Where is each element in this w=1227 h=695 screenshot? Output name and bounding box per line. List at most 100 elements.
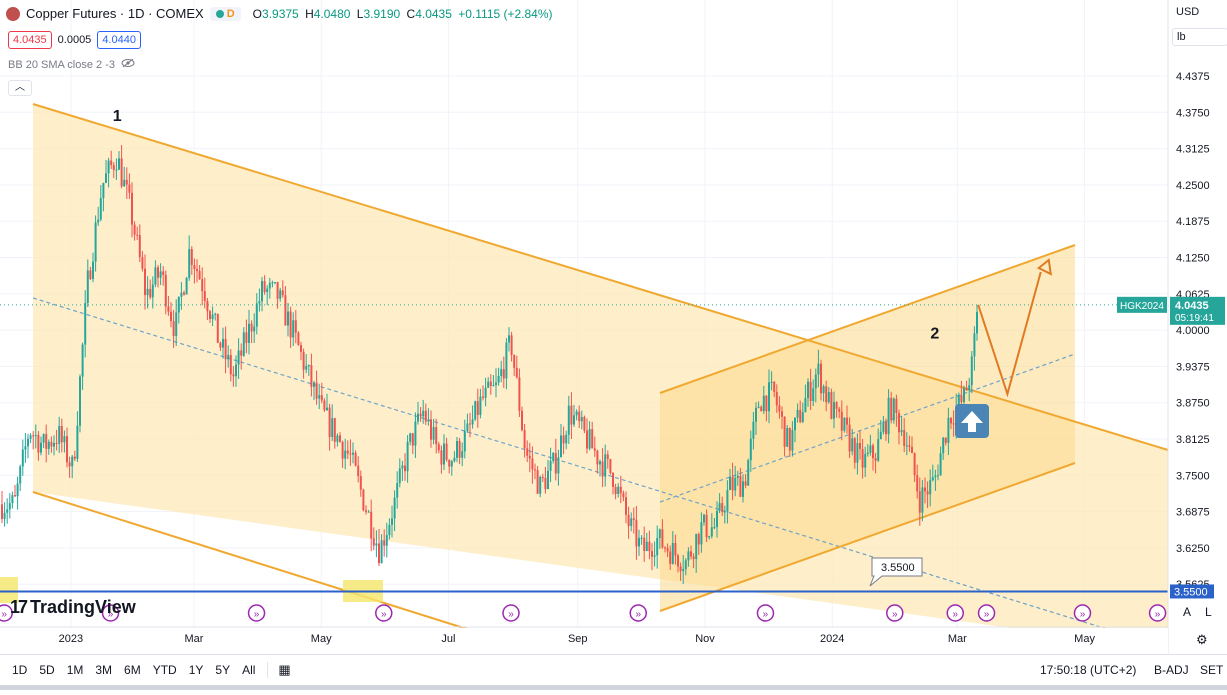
calendar-icon[interactable]: ▦	[278, 662, 291, 677]
range-5y[interactable]: 5Y	[215, 663, 231, 677]
x-tick-label: Jul	[441, 633, 455, 645]
event-marker-icon[interactable]	[629, 604, 647, 622]
candle-body	[526, 448, 529, 456]
event-marker-glyph: »	[984, 609, 990, 620]
chevron-up-icon[interactable]: ︿	[8, 80, 32, 96]
candle-body	[671, 543, 674, 564]
indicator-legend[interactable]: BB 20 SMA close 2 -3	[8, 58, 135, 71]
candle-body	[55, 443, 58, 445]
candle-body	[752, 421, 755, 439]
candle-body	[21, 449, 24, 467]
log-scale-button[interactable]: L	[1205, 605, 1212, 619]
candle-body	[770, 381, 773, 383]
candle-body	[866, 452, 869, 455]
candle-body	[450, 461, 453, 467]
session-toggle[interactable]: SET	[1200, 663, 1224, 677]
candle-body	[125, 179, 128, 185]
sell-button[interactable]: 4.0435	[8, 31, 52, 49]
candle-body	[375, 543, 378, 546]
eye-hidden-icon[interactable]	[121, 58, 135, 71]
candle-body	[112, 165, 115, 170]
candle-body	[721, 503, 724, 512]
candle-body	[424, 410, 427, 422]
candle-body	[68, 462, 71, 467]
range-ytd[interactable]: YTD	[152, 663, 177, 677]
range-1y[interactable]: 1Y	[188, 663, 204, 677]
currency-select[interactable]: USD	[1176, 6, 1200, 18]
gear-icon[interactable]: ⚙	[1196, 632, 1208, 647]
candle-body	[453, 457, 456, 462]
candle-body	[229, 354, 232, 375]
candle-body	[242, 332, 245, 356]
candle-body	[47, 441, 50, 449]
candle-body	[190, 249, 193, 265]
candle-body	[929, 480, 932, 495]
candle-body	[320, 395, 323, 401]
candle-body	[27, 438, 29, 447]
candle-body	[45, 434, 48, 449]
time-axis[interactable]: 2023 Mar May Jul Sep Nov 2024 Mar May » » » » » » » » » » »…	[0, 604, 1168, 654]
event-marker-icon[interactable]	[0, 604, 13, 622]
candle-body	[817, 363, 820, 375]
candle-body	[690, 551, 692, 557]
price-tag	[1170, 296, 1225, 325]
candle-body	[931, 477, 934, 481]
price-tag-countdown: 05:19:41	[1175, 313, 1214, 324]
price-axis[interactable]: 4.43754.37504.31254.25004.18754.12504.06…	[1117, 0, 1227, 654]
market-status[interactable]: D	[209, 6, 241, 21]
candle-body	[596, 450, 599, 465]
indicator-label[interactable]: BB 20 SMA close 2 -3	[8, 58, 115, 71]
range-1m[interactable]: 1M	[66, 663, 84, 677]
support-price-label: 3.5500	[1174, 586, 1208, 598]
event-marker-icon[interactable]	[1148, 604, 1167, 622]
symbol-title[interactable]: Copper Futures · 1D · COMEX	[26, 6, 204, 21]
buy-button[interactable]: 4.0440	[97, 31, 141, 49]
unit-select[interactable]: lb	[1172, 28, 1227, 46]
range-1d[interactable]: 1D	[12, 663, 28, 677]
event-marker-icon[interactable]	[1073, 604, 1092, 622]
event-marker-glyph: »	[892, 609, 898, 620]
candle-body	[279, 290, 282, 299]
candle-body	[37, 435, 40, 453]
candle-body	[918, 491, 921, 513]
candle-body	[349, 453, 352, 455]
range-all[interactable]: All	[242, 663, 256, 677]
candle-body	[664, 547, 666, 549]
candle-body	[692, 556, 695, 560]
event-marker-icon[interactable]	[886, 604, 904, 622]
event-marker-icon[interactable]	[375, 604, 393, 622]
auto-scale-button[interactable]: A	[1183, 605, 1192, 619]
candle-body	[97, 219, 100, 223]
candle-body	[601, 461, 604, 477]
event-marker-glyph: »	[1, 609, 7, 620]
candle-body	[118, 158, 120, 170]
event-marker-icon[interactable]	[756, 604, 775, 622]
x-tick-label: Mar	[948, 633, 967, 645]
candle-body	[775, 391, 778, 406]
range-3m[interactable]: 3M	[95, 663, 113, 677]
event-marker-icon[interactable]	[977, 604, 996, 622]
candle-body	[289, 311, 292, 338]
clock-time[interactable]: 17:50:18 (UTC+2)	[1040, 663, 1137, 677]
candle-body	[856, 443, 859, 463]
candle-body	[201, 279, 204, 292]
candle-body	[383, 540, 386, 546]
candle-body	[744, 481, 747, 486]
event-marker-icon[interactable]	[101, 604, 120, 622]
candle-body	[541, 477, 544, 479]
candle-body	[274, 282, 276, 284]
candle-body	[500, 369, 503, 376]
adjustment-toggle[interactable]: B-ADJ	[1154, 663, 1189, 677]
candle-body	[765, 395, 768, 412]
event-marker-icon[interactable]	[247, 604, 266, 622]
candle-body	[599, 461, 601, 465]
candle-body	[872, 445, 874, 459]
range-5d[interactable]: 5D	[39, 663, 55, 677]
candle-body	[196, 269, 198, 272]
range-6m[interactable]: 6M	[124, 663, 141, 677]
event-marker-icon[interactable]	[502, 604, 520, 622]
candle-body	[567, 405, 570, 435]
event-marker-icon[interactable]	[946, 604, 965, 622]
